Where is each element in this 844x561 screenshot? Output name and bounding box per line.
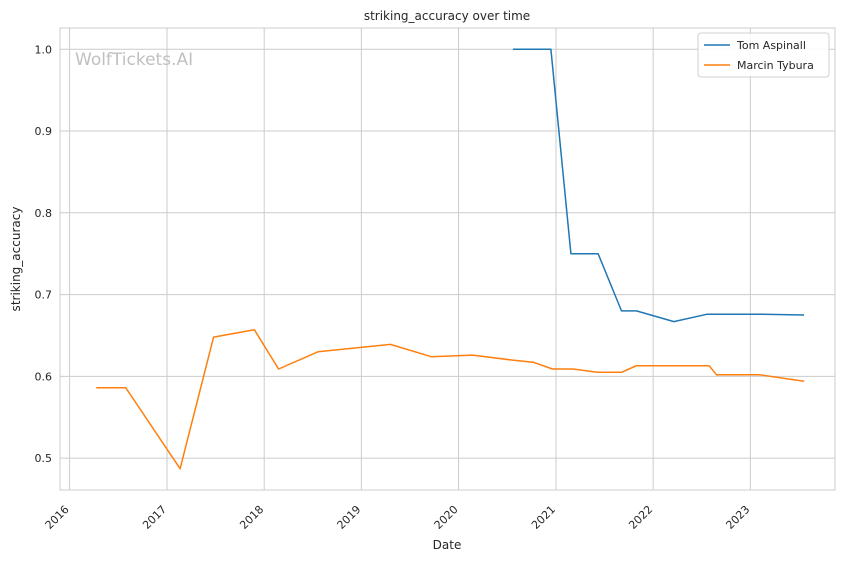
plot-area bbox=[59, 27, 836, 491]
legend: Tom Aspinall Marcin Tybura bbox=[697, 32, 830, 78]
x-axis-label: Date bbox=[433, 538, 462, 552]
x-axis-ticks: 2016 2017 2018 2019 2020 2021 2022 2023 bbox=[43, 503, 753, 532]
legend-label-tom-aspinall: Tom Aspinall bbox=[736, 39, 806, 52]
x-tick-label: 2019 bbox=[335, 503, 364, 532]
y-tick-label: 0.5 bbox=[35, 452, 53, 465]
legend-label-marcin-tybura: Marcin Tybura bbox=[737, 59, 814, 72]
y-axis-label: striking_accuracy bbox=[9, 207, 23, 312]
y-axis-ticks: 0.5 0.6 0.7 0.8 0.9 1.0 bbox=[35, 43, 53, 465]
x-tick-label: 2020 bbox=[432, 503, 461, 532]
y-tick-label: 0.6 bbox=[35, 370, 53, 383]
legend-frame bbox=[697, 32, 830, 78]
x-tick-label: 2018 bbox=[237, 503, 266, 532]
chart-title: striking_accuracy over time bbox=[364, 9, 530, 23]
x-tick-label: 2017 bbox=[140, 503, 169, 532]
y-tick-label: 1.0 bbox=[35, 43, 53, 56]
x-tick-label: 2016 bbox=[43, 503, 72, 532]
y-tick-label: 0.8 bbox=[35, 207, 53, 220]
watermark-text: WolfTickets.AI bbox=[75, 50, 193, 70]
x-tick-label: 2021 bbox=[529, 503, 558, 532]
y-tick-label: 0.7 bbox=[35, 289, 53, 302]
x-tick-label: 2022 bbox=[626, 503, 655, 532]
series-line-tom-aspinall bbox=[512, 48, 805, 323]
y-tick-label: 0.9 bbox=[35, 125, 53, 138]
x-tick-label: 2023 bbox=[723, 503, 752, 532]
series-lines bbox=[96, 48, 805, 470]
series-line-marcin-tybura bbox=[96, 328, 805, 470]
